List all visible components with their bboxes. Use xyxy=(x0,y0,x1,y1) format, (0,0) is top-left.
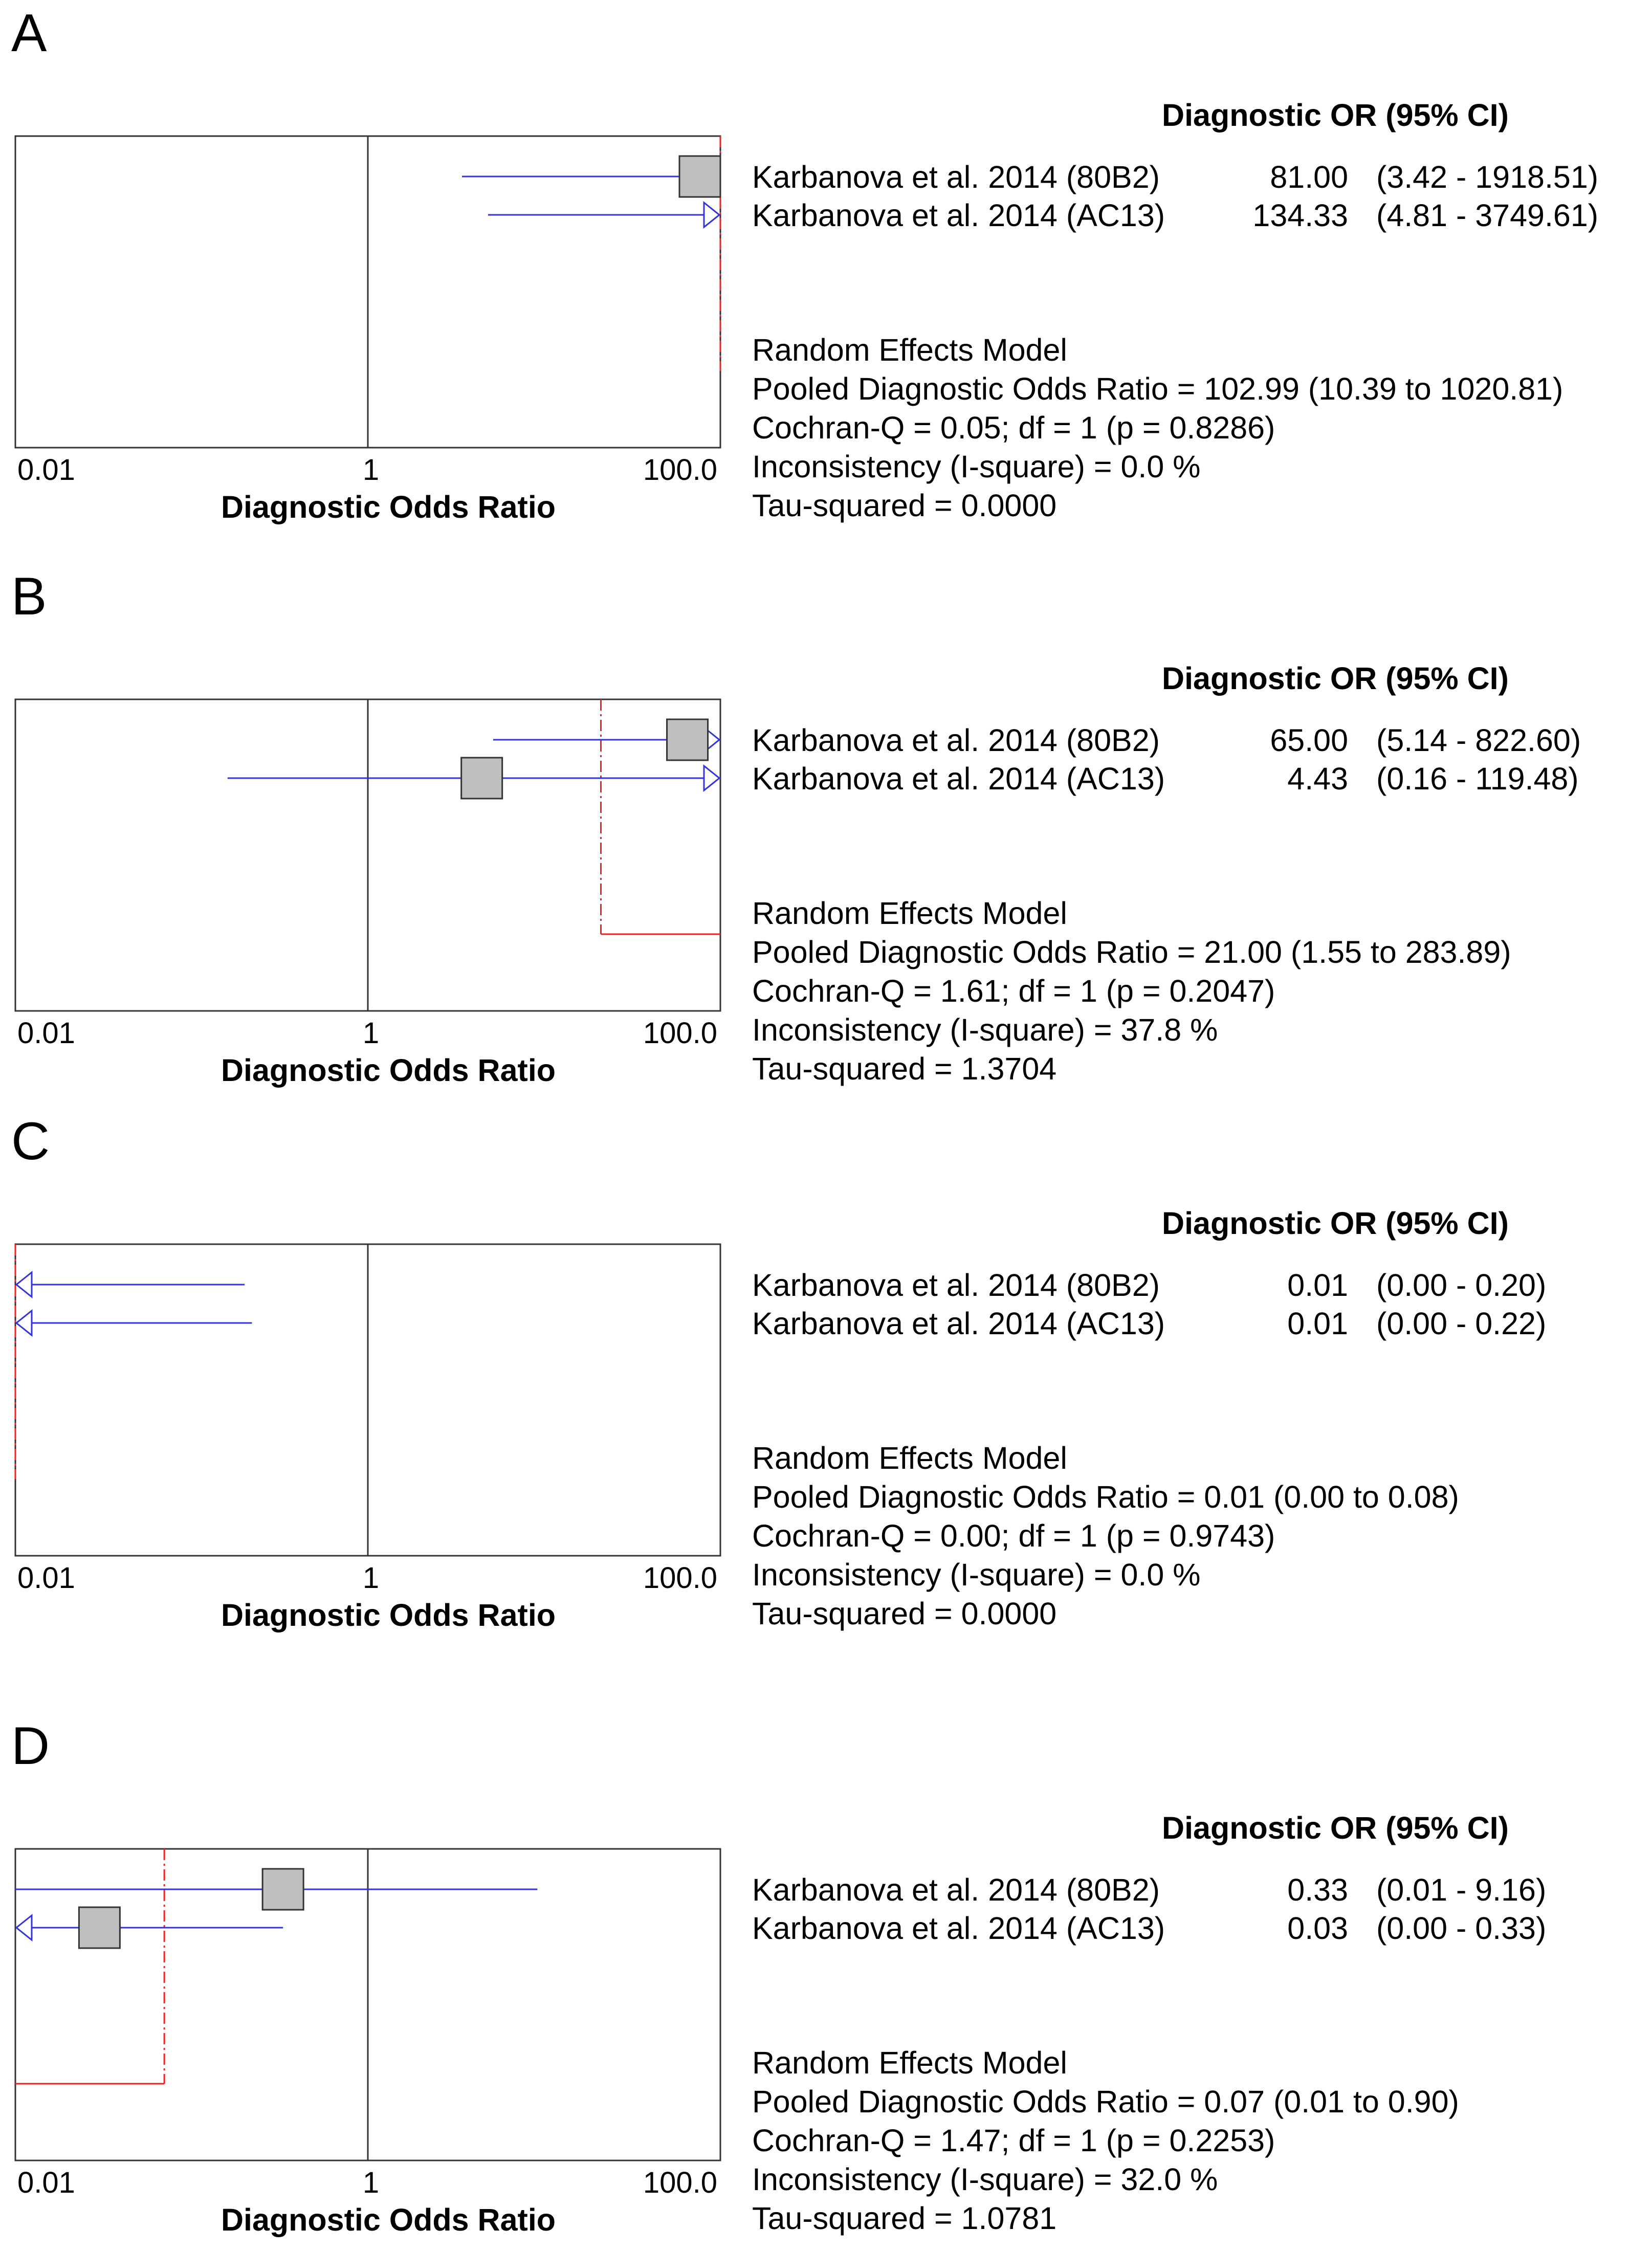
or-column-header: Diagnostic OR (95% CI) xyxy=(1162,1206,1509,1241)
x-axis-title: Diagnostic Odds Ratio xyxy=(221,490,556,524)
study-name: Karbanova et al. 2014 (80B2) xyxy=(752,723,1160,758)
study-name: Karbanova et al. 2014 (80B2) xyxy=(752,1872,1160,1907)
study-or-value: 81.00 xyxy=(1270,160,1348,194)
model-title: Random Effects Model xyxy=(752,2045,1067,2080)
study-ci-value: (4.81 - 3749.61) xyxy=(1376,198,1598,233)
study-or-value: 65.00 xyxy=(1270,723,1348,758)
ci-arrow-left xyxy=(15,1270,33,1299)
study-ci-value: (3.42 - 1918.51) xyxy=(1376,160,1598,194)
cochran-q-text: Cochran-Q = 0.05; df = 1 (p = 0.8286) xyxy=(752,410,1275,445)
study-or-value: 4.43 xyxy=(1287,761,1348,796)
ci-arrow-left xyxy=(15,1913,33,1942)
x-axis-title: Diagnostic Odds Ratio xyxy=(221,2202,556,2237)
study-ci-value: (5.14 - 822.60) xyxy=(1376,723,1581,758)
tau-squared-text: Tau-squared = 1.0781 xyxy=(752,2201,1056,2236)
forest-panel-b: B Diagnostic OR (95% CI) 0.01 1 100.0 Diagnos… xyxy=(11,567,1581,1088)
pooled-odds-ratio-text: Pooled Diagnostic Odds Ratio = 21.00 (1.… xyxy=(752,935,1511,969)
study-or-value: 0.01 xyxy=(1287,1268,1348,1303)
study-weight-box xyxy=(678,155,721,198)
study-name: Karbanova et al. 2014 (AC13) xyxy=(752,198,1165,233)
tau-squared-text: Tau-squared = 0.0000 xyxy=(752,1596,1056,1631)
study-ci-value: (0.16 - 119.48) xyxy=(1376,761,1579,796)
study-or-value: 0.01 xyxy=(1287,1306,1348,1341)
cochran-q-text: Cochran-Q = 1.61; df = 1 (p = 0.2047) xyxy=(752,974,1275,1008)
panel-label: B xyxy=(11,567,47,626)
x-tick-label: 1 xyxy=(363,453,379,487)
forest-panel-d: D Diagnostic OR (95% CI) 0.01 1 100.0 Diagnos… xyxy=(11,1716,1546,2237)
study-name: Karbanova et al. 2014 (AC13) xyxy=(752,1306,1165,1341)
x-tick-label: 100.0 xyxy=(643,1561,717,1595)
study-name: Karbanova et al. 2014 (80B2) xyxy=(752,160,1160,194)
pooled-odds-ratio-text: Pooled Diagnostic Odds Ratio = 102.99 (1… xyxy=(752,371,1563,406)
x-tick-label: 100.0 xyxy=(643,453,717,487)
cochran-q-text: Cochran-Q = 1.47; df = 1 (p = 0.2253) xyxy=(752,2123,1275,2158)
tau-squared-text: Tau-squared = 1.3704 xyxy=(752,1051,1056,1086)
study-weight-box xyxy=(460,757,503,800)
inconsistency-text: Inconsistency (I-square) = 0.0 % xyxy=(752,449,1200,484)
study-weight-box xyxy=(666,718,709,761)
model-title: Random Effects Model xyxy=(752,1441,1067,1475)
model-title: Random Effects Model xyxy=(752,896,1067,931)
or-column-header: Diagnostic OR (95% CI) xyxy=(1162,1811,1509,1845)
study-ci-value: (0.01 - 9.16) xyxy=(1376,1872,1546,1907)
study-or-value: 0.03 xyxy=(1287,1911,1348,1946)
study-name: Karbanova et al. 2014 (80B2) xyxy=(752,1268,1160,1303)
inconsistency-text: Inconsistency (I-square) = 0.0 % xyxy=(752,1557,1200,1592)
x-tick-label: 0.01 xyxy=(17,2166,75,2199)
cochran-q-text: Cochran-Q = 0.00; df = 1 (p = 0.9743) xyxy=(752,1518,1275,1553)
study-weight-box xyxy=(261,1868,304,1911)
x-tick-label: 0.01 xyxy=(17,1017,75,1050)
pooled-odds-ratio-text: Pooled Diagnostic Odds Ratio = 0.01 (0.0… xyxy=(752,1480,1459,1514)
study-or-value: 0.33 xyxy=(1287,1872,1348,1907)
ci-arrow-right xyxy=(703,201,721,229)
study-ci-value: (0.00 - 0.33) xyxy=(1376,1911,1546,1946)
pooled-odds-ratio-text: Pooled Diagnostic Odds Ratio = 0.07 (0.0… xyxy=(752,2084,1459,2119)
tau-squared-text: Tau-squared = 0.0000 xyxy=(752,488,1056,523)
forest-panel-c: C Diagnostic OR (95% CI) 0.01 1 100.0 Diagnos… xyxy=(11,1112,1546,1632)
study-or-value: 134.33 xyxy=(1252,198,1348,233)
inconsistency-text: Inconsistency (I-square) = 37.8 % xyxy=(752,1012,1218,1047)
x-tick-label: 1 xyxy=(363,2166,379,2199)
x-tick-label: 100.0 xyxy=(643,2166,717,2199)
study-name: Karbanova et al. 2014 (AC13) xyxy=(752,761,1165,796)
x-tick-label: 0.01 xyxy=(17,453,75,487)
study-ci-value: (0.00 - 0.22) xyxy=(1376,1306,1546,1341)
ci-arrow-left xyxy=(15,1309,33,1337)
panel-label: C xyxy=(11,1112,50,1171)
or-column-header: Diagnostic OR (95% CI) xyxy=(1162,98,1509,133)
study-weight-box xyxy=(78,1906,121,1949)
panel-label: A xyxy=(11,4,47,63)
ci-arrow-right xyxy=(703,764,721,792)
x-axis-title: Diagnostic Odds Ratio xyxy=(221,1053,556,1088)
forest-panel-a: A Diagnostic OR (95% CI) 0.01 1 100.0 Diagnos… xyxy=(11,4,1598,524)
model-title: Random Effects Model xyxy=(752,333,1067,367)
inconsistency-text: Inconsistency (I-square) = 32.0 % xyxy=(752,2162,1218,2197)
study-ci-value: (0.00 - 0.20) xyxy=(1376,1268,1546,1303)
x-tick-label: 1 xyxy=(363,1561,379,1595)
panel-label: D xyxy=(11,1716,50,1776)
or-column-header: Diagnostic OR (95% CI) xyxy=(1162,661,1509,696)
study-name: Karbanova et al. 2014 (AC13) xyxy=(752,1911,1165,1946)
x-axis-title: Diagnostic Odds Ratio xyxy=(221,1598,556,1632)
x-tick-label: 0.01 xyxy=(17,1561,75,1595)
x-tick-label: 100.0 xyxy=(643,1017,717,1050)
x-tick-label: 1 xyxy=(363,1017,379,1050)
